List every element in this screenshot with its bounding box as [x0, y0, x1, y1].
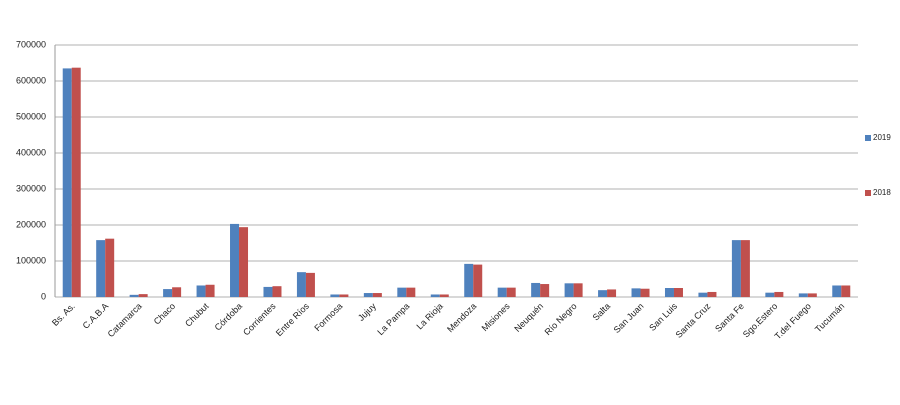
bar [531, 282, 541, 297]
bar [71, 67, 81, 298]
y-tick-label: 100000 [16, 255, 46, 265]
bar [473, 264, 483, 297]
y-tick-label: 200000 [16, 219, 46, 229]
x-tick-label: Corrientes [241, 301, 278, 338]
bar [163, 289, 173, 297]
x-tick-label: Entre Ríos [274, 301, 311, 338]
y-tick-label: 600000 [16, 75, 46, 85]
bar [631, 288, 641, 297]
x-tick-label: Chaco [152, 301, 177, 326]
bar [129, 294, 139, 297]
bar [239, 227, 249, 297]
bar [96, 240, 106, 297]
y-tick-label: 0 [41, 291, 46, 301]
y-tick-label: 300000 [16, 183, 46, 193]
x-tick-label: Santa Cruz [674, 301, 713, 340]
bar [765, 292, 775, 297]
bar [506, 287, 516, 297]
x-tick-label: San Juan [612, 301, 646, 335]
bar [807, 293, 817, 297]
x-tick-label: Bs. As. [50, 301, 77, 328]
bar [673, 288, 683, 297]
bar [564, 283, 574, 297]
x-tick-label: Tucumán [813, 301, 846, 334]
legend-swatch [865, 190, 871, 196]
bar [330, 294, 340, 297]
x-tick-label: Neuquén [512, 301, 545, 334]
bar [263, 286, 273, 297]
bar [305, 272, 315, 297]
legend-label: 2018 [873, 188, 891, 197]
bar [272, 286, 282, 297]
bar [573, 283, 583, 297]
y-tick-label: 700000 [16, 39, 46, 49]
bar [339, 294, 349, 297]
x-tick-label: Misiones [480, 301, 513, 334]
bar [607, 289, 617, 297]
bar [740, 240, 750, 297]
bar [439, 294, 449, 297]
bar [841, 285, 851, 297]
bar [640, 288, 650, 297]
x-tick-label: Santa Fe [713, 301, 746, 334]
bar [406, 287, 416, 297]
bar [698, 292, 708, 297]
x-tick-label: Córdoba [213, 301, 244, 332]
x-tick-label: C.A.B.A [81, 301, 111, 331]
bar [540, 284, 550, 297]
y-tick-label: 400000 [16, 147, 46, 157]
x-tick-label: Formosa [312, 301, 344, 333]
bar [172, 287, 182, 297]
bar [62, 68, 72, 298]
bar [707, 291, 717, 297]
bar [397, 287, 407, 297]
x-tick-label: San Luis [647, 301, 679, 333]
y-tick-label: 500000 [16, 111, 46, 121]
x-tick-label: Mendoza [445, 301, 478, 334]
legend-swatch [865, 135, 871, 141]
x-tick-label: T.del Fuego [773, 301, 813, 341]
bar [296, 272, 306, 297]
x-tick-label: Catamarca [106, 301, 144, 339]
bar [598, 290, 608, 297]
bar [664, 288, 674, 297]
bar [138, 294, 148, 297]
bar [774, 291, 784, 297]
bar [798, 293, 808, 297]
bar [205, 284, 215, 297]
bar [196, 285, 206, 297]
legend-label: 2019 [873, 133, 891, 142]
bar [832, 285, 842, 297]
bar [464, 263, 474, 297]
bar [731, 240, 741, 297]
x-tick-label: Chubut [183, 301, 211, 329]
bar [497, 287, 507, 297]
x-tick-label: La Pampa [375, 301, 411, 337]
bar [372, 293, 382, 297]
x-tick-label: Salta [591, 301, 613, 323]
x-tick-label: Jujuy [356, 301, 378, 323]
bar [363, 293, 373, 297]
bar [430, 294, 440, 297]
bar [105, 238, 115, 297]
x-tick-label: Río Negro [543, 301, 579, 337]
bar [230, 223, 240, 297]
x-tick-label: La Rioja [414, 301, 444, 331]
